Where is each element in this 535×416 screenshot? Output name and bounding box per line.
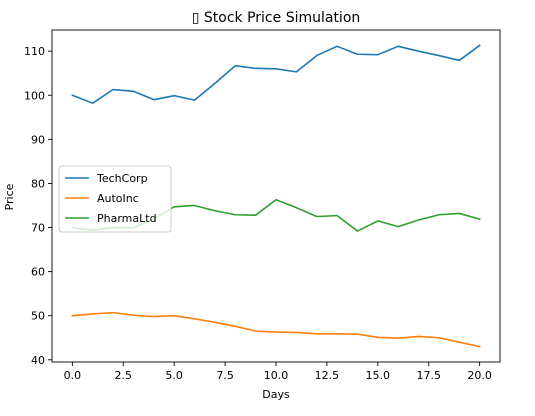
x-tick-label: 20.0	[467, 369, 492, 382]
y-tick-label: 110	[24, 45, 45, 58]
x-tick-label: 2.5	[115, 369, 133, 382]
y-tick-label: 100	[24, 89, 45, 102]
y-tick-label: 40	[31, 354, 45, 367]
x-tick-label: 12.5	[315, 369, 340, 382]
x-tick-label: 0.0	[64, 369, 82, 382]
x-tick-label: 5.0	[165, 369, 183, 382]
chart-title: ▯ Stock Price Simulation	[192, 10, 361, 26]
x-tick-label: 17.5	[416, 369, 441, 382]
y-tick-label: 90	[31, 133, 45, 146]
legend-label-pharmaltd: PharmaLtd	[97, 212, 157, 225]
x-axis-label: Days	[262, 388, 290, 401]
y-tick-label: 80	[31, 177, 45, 190]
x-tick-label: 7.5	[216, 369, 234, 382]
series-line-autoinc	[71, 311, 481, 348]
x-tick-label: 10.0	[264, 369, 289, 382]
x-tick-label: 15.0	[366, 369, 391, 382]
y-tick-label: 70	[31, 222, 45, 235]
series-line-techcorp	[71, 44, 481, 104]
y-tick-label: 60	[31, 266, 45, 279]
legend-box	[58, 165, 172, 233]
y-tick-label: 50	[31, 310, 45, 323]
y-axis-label: Price	[3, 183, 16, 210]
legend-label-autoinc: AutoInc	[97, 192, 139, 205]
legend-label-techcorp: TechCorp	[96, 172, 148, 185]
